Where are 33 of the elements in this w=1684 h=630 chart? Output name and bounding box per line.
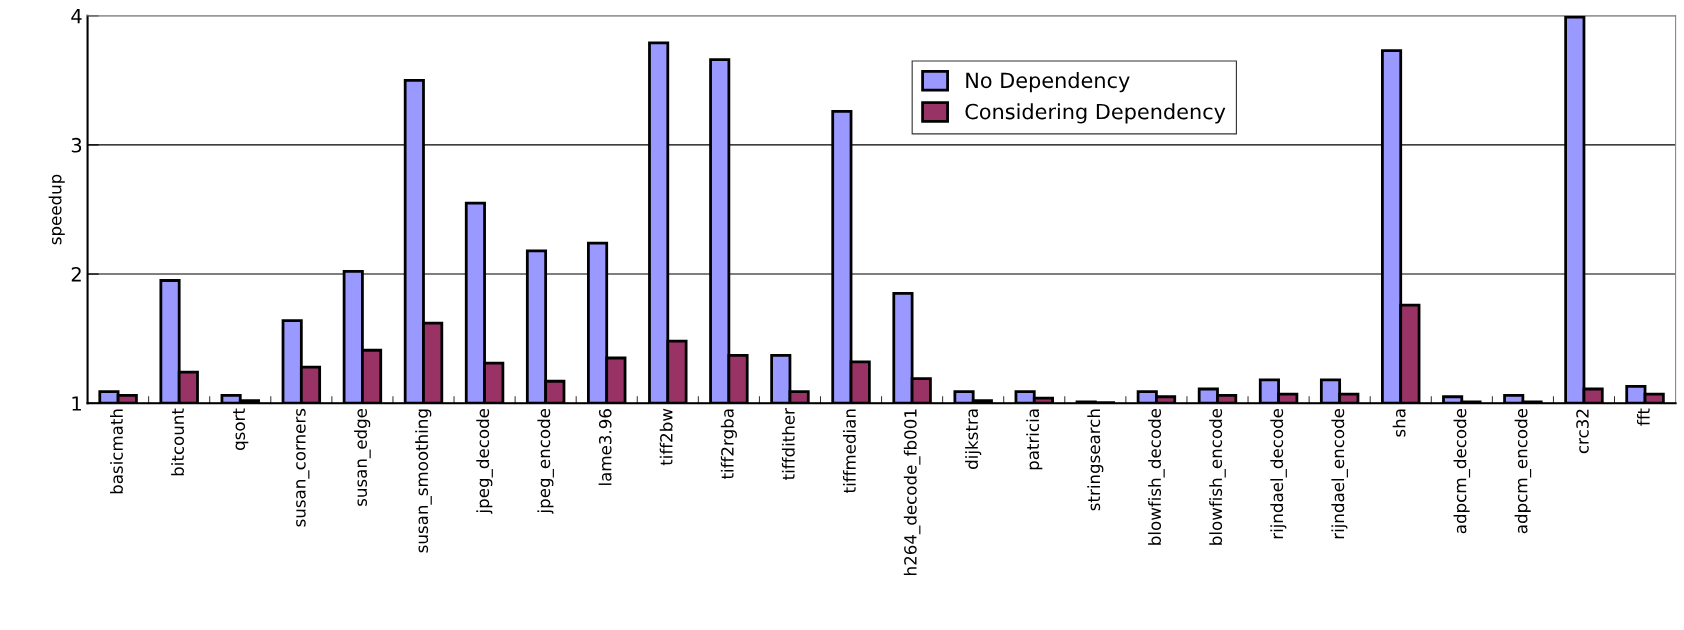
x-tick-label: lame3.96 <box>598 409 612 485</box>
x-tick-label: tiffdither <box>781 408 795 480</box>
x-tick-label: tiffmedian <box>842 409 856 493</box>
x-tick-label: adpcm_encode <box>1514 408 1532 534</box>
x-tick-label: adpcm_decode <box>1453 408 1471 534</box>
x-tick-label: qsort <box>233 408 249 450</box>
x-tick-label: rijndael_encode <box>1331 408 1348 539</box>
x-tick-label: susan_smoothing <box>415 409 432 553</box>
x-tick-label: tiff2rgba <box>720 409 737 480</box>
y-tick-label: 1 <box>72 396 81 411</box>
x-tick-label: h264_decode_fb001 <box>903 409 921 575</box>
y-axis-title: speedup <box>48 174 65 245</box>
x-tick-label: bitcount <box>171 408 185 476</box>
x-tick-label: jpeg_decode <box>476 408 493 514</box>
x-tick-label: susan_corners <box>296 408 310 527</box>
x-tick-label: crc32 <box>1576 409 1589 454</box>
legend-label: Considering Dependency <box>965 103 1226 124</box>
x-tick-label: jpeg_encode <box>537 408 554 514</box>
y-tick-label: 2 <box>71 267 81 282</box>
y-tick-label: 4 <box>71 8 82 24</box>
x-tick-label: susan_edge <box>354 408 371 506</box>
x-tick-label: sha <box>1392 409 1406 437</box>
x-tick-label: stringsearch <box>1087 409 1104 511</box>
y-tick-label: 3 <box>71 137 82 153</box>
x-tick-label: tiff2bw <box>659 408 673 466</box>
x-tick-label: blowfish_encode <box>1209 408 1226 545</box>
x-tick-label: patricia <box>1026 409 1043 470</box>
legend-label: No Dependency <box>966 72 1130 93</box>
x-tick-label: basicmath <box>110 409 123 494</box>
x-tick-label: blowfish_decode <box>1148 408 1165 545</box>
x-tick-label: dijkstra <box>965 409 982 469</box>
x-tick-label: fft <box>1636 408 1650 426</box>
x-tick-label: rijndael_decode <box>1270 408 1287 539</box>
